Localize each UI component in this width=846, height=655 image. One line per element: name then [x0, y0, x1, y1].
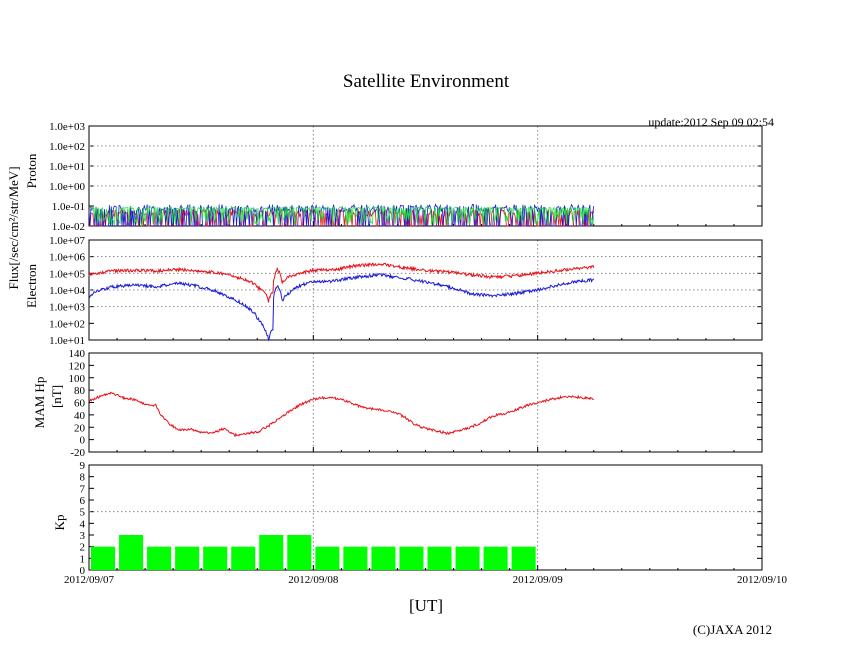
chart-title: Satellite Environment	[343, 71, 510, 92]
proton-y-tick-label: 1.0e+01	[49, 161, 85, 173]
electron-y-tick-label: 1.0e+05	[49, 268, 85, 280]
proton-y-tick-label: 1.0e+00	[49, 181, 85, 193]
electron-y-tick-label: 1.0e+06	[49, 252, 85, 264]
kp-bar	[511, 546, 536, 570]
mam-y-tick-label: 80	[74, 385, 86, 397]
proton-y-tick-label: 1.0e-02	[52, 221, 85, 233]
electron-y-tick-label: 1.0e+03	[49, 302, 85, 314]
update-timestamp: update:2012 Sep 09 02:54	[648, 115, 774, 129]
kp-bar	[483, 546, 508, 570]
mam-y-tick-label: 60	[74, 398, 86, 410]
proton-y-tick-label: 1.0e+02	[49, 141, 85, 153]
kp-bar	[371, 546, 396, 570]
mam-y-tick-label: 20	[74, 422, 86, 434]
electron-y-tick-label: 1.0e+07	[49, 235, 85, 247]
kp-y-tick-label: 3	[80, 530, 86, 542]
x-tick-label: 2012/09/08	[288, 574, 339, 586]
kp-y-tick-label: 0	[80, 565, 86, 577]
mam-frame	[88, 352, 763, 453]
electron-series-1	[88, 262, 595, 303]
x-tick-label: 2012/09/10	[737, 574, 788, 586]
x-tick-label: 2012/09/07	[64, 574, 115, 586]
proton-y-tick-label: 1.0e+03	[49, 121, 85, 133]
mam-y-tick-label: 140	[69, 348, 86, 360]
proton-y-label: Proton	[24, 153, 39, 188]
electron-y-label: Electron	[24, 263, 39, 308]
mam-y-tick-label: 0	[80, 435, 86, 447]
x-axis-label: [UT]	[409, 596, 443, 615]
kp-bar	[343, 546, 368, 570]
electron-y-tick-label: 1.0e+01	[49, 335, 85, 347]
kp-bar	[259, 535, 284, 570]
kp-bar	[231, 546, 256, 570]
mam-y-unit: [nT]	[49, 385, 64, 408]
copyright-label: (C)JAXA 2012	[693, 622, 772, 637]
kp-bar	[175, 546, 200, 570]
kp-bar	[455, 546, 480, 570]
kp-bar	[287, 535, 312, 570]
mam-y-tick-label: -20	[70, 447, 85, 459]
proton-y-tick-label: 1.0e-01	[52, 201, 85, 213]
kp-y-tick-label: 9	[80, 460, 86, 472]
kp-y-tick-label: 5	[80, 507, 86, 519]
kp-y-tick-label: 2	[80, 542, 86, 554]
electron-y-tick-label: 1.0e+04	[49, 285, 85, 297]
kp-y-tick-label: 7	[80, 483, 86, 495]
kp-y-tick-label: 1	[80, 553, 86, 565]
kp-y-tick-label: 8	[80, 472, 86, 484]
mam-y-tick-label: 40	[74, 410, 86, 422]
proton-series-3	[88, 205, 595, 228]
electron-series-2	[88, 272, 595, 342]
kp-bar	[427, 546, 452, 570]
kp-bar	[119, 535, 144, 570]
kp-bar	[399, 546, 424, 570]
kp-y-tick-label: 6	[80, 495, 86, 507]
mam-y-tick-label: 100	[69, 373, 86, 385]
electron-y-tick-label: 1.0e+02	[49, 318, 85, 330]
kp-bar	[147, 546, 172, 570]
mam-y-label: MAM Hp	[32, 377, 47, 429]
proton-series-2	[88, 203, 595, 227]
kp-bar	[203, 546, 228, 570]
x-tick-label: 2012/09/09	[513, 574, 564, 586]
mam-series	[88, 391, 594, 438]
kp-bar	[91, 546, 116, 570]
kp-y-tick-label: 4	[80, 518, 86, 530]
flux-axis-label: Flux[/sec/cm²/str/MeV]	[6, 166, 21, 289]
kp-bar	[315, 546, 340, 570]
kp-y-label: Kp	[52, 515, 67, 531]
mam-y-tick-label: 120	[69, 360, 86, 372]
